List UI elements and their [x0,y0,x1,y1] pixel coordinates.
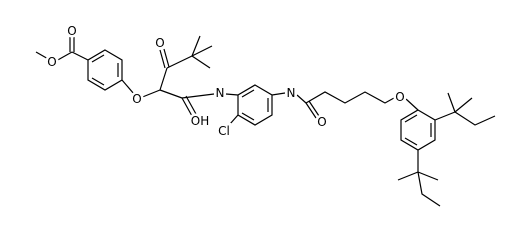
atom-label: N [287,86,296,100]
bonds [35,35,496,207]
atom-label: N [216,86,225,100]
atom-label: O [47,55,56,69]
atom-label: O [155,36,164,50]
atom-label: Cl [218,124,230,138]
atom-label: O [395,90,404,104]
atom-label: O [132,92,141,106]
atom-label: OH [191,114,209,128]
atom-label: O [317,115,326,129]
atom-label: O [67,24,76,38]
